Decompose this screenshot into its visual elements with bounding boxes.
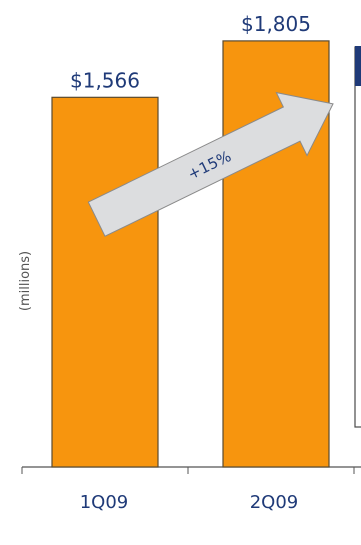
x-tick-label-1q09: 1Q09 bbox=[80, 492, 129, 513]
side-panel-header bbox=[355, 46, 361, 86]
y-axis-label: (millions) bbox=[18, 251, 33, 311]
side-panel-frame bbox=[354, 46, 361, 428]
value-label-2q09: $1,805 bbox=[241, 12, 311, 36]
bar-1q09 bbox=[51, 96, 159, 468]
growth-arrow: +15% bbox=[87, 91, 334, 237]
value-label-1q09: $1,566 bbox=[70, 68, 140, 92]
growth-arrow-shape bbox=[87, 91, 334, 237]
x-tick-label-2q09: 2Q09 bbox=[250, 492, 299, 513]
